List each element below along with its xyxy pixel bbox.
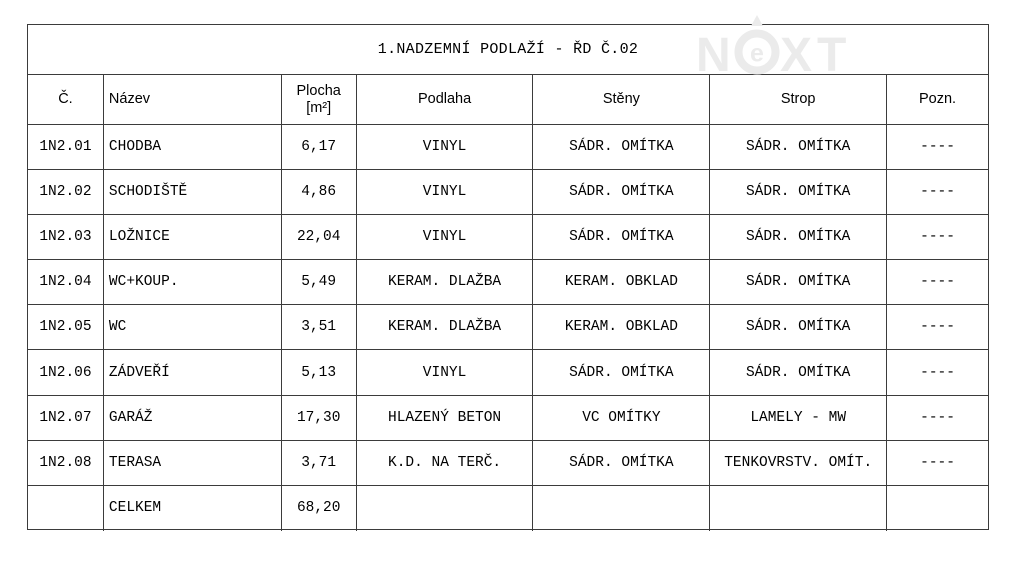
svg-text:T: T — [817, 29, 846, 78]
svg-text:N: N — [696, 29, 731, 78]
svg-text:X: X — [780, 29, 812, 78]
svg-text:e: e — [750, 40, 764, 68]
